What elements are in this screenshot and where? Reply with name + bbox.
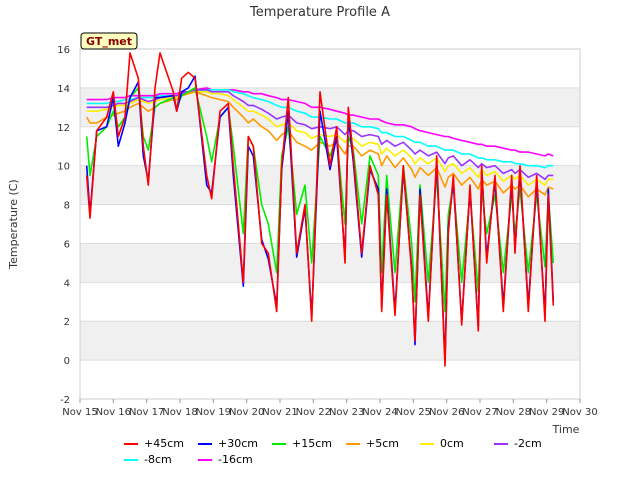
legend-label: +30cm bbox=[218, 437, 258, 450]
x-tick-label: Nov 20 bbox=[229, 407, 264, 418]
y-tick-label: 10 bbox=[57, 162, 70, 173]
y-tick-label: 6 bbox=[64, 239, 70, 250]
x-tick-label: Nov 26 bbox=[429, 407, 464, 418]
x-tick-label: Nov 27 bbox=[462, 407, 497, 418]
x-tick-label: Nov 30 bbox=[562, 407, 597, 418]
x-tick-label: Nov 29 bbox=[529, 407, 564, 418]
gt-met-badge: GT_met bbox=[80, 32, 138, 50]
series-line-0cm bbox=[86, 91, 554, 186]
background-band bbox=[80, 49, 580, 88]
chart-title: Temperature Profile A bbox=[249, 5, 390, 20]
legend-swatch bbox=[494, 443, 508, 445]
x-tick-label: Nov 24 bbox=[362, 407, 397, 418]
background-band bbox=[80, 282, 580, 322]
legend-label: -2cm bbox=[514, 437, 542, 450]
plot-area bbox=[79, 48, 581, 400]
legend: +45cm +30cm +15cm +5cm 0cm -2cm -8cm -16cm bbox=[118, 436, 542, 472]
background-bands bbox=[80, 49, 580, 399]
x-tick-label: Nov 19 bbox=[196, 407, 231, 418]
legend-swatch bbox=[420, 443, 434, 445]
x-tick-label: Nov 21 bbox=[262, 407, 297, 418]
background-band bbox=[80, 204, 580, 244]
x-tick-label: Nov 17 bbox=[129, 407, 164, 418]
background-band bbox=[80, 321, 580, 361]
background-band bbox=[80, 243, 580, 283]
legend-label: +45cm bbox=[144, 437, 184, 450]
x-tick-label: Nov 15 bbox=[62, 407, 97, 418]
legend-swatch bbox=[198, 459, 212, 461]
background-band bbox=[80, 165, 580, 205]
y-tick-label: 12 bbox=[57, 123, 70, 134]
y-tick-label: -2 bbox=[60, 395, 70, 406]
legend-label: 0cm bbox=[440, 437, 464, 450]
y-tick-label: 0 bbox=[64, 356, 70, 367]
x-tick-label: Nov 16 bbox=[96, 407, 131, 418]
gt-met-label: GT_met bbox=[86, 35, 132, 48]
series-line-8cm bbox=[86, 89, 554, 169]
y-tick-label: 2 bbox=[64, 317, 70, 328]
y-tick-label: 14 bbox=[57, 84, 70, 95]
legend-swatch bbox=[198, 443, 212, 445]
series-line-16cm bbox=[86, 87, 554, 157]
x-tick-label: Nov 28 bbox=[496, 407, 531, 418]
legend-swatch bbox=[346, 443, 360, 445]
x-tick-label: Nov 18 bbox=[162, 407, 197, 418]
legend-label: +5cm bbox=[366, 437, 399, 450]
legend-swatch bbox=[272, 443, 286, 445]
legend-swatch bbox=[124, 443, 138, 445]
x-tick-label: Nov 25 bbox=[396, 407, 431, 418]
x-axis-label: Time bbox=[552, 423, 580, 436]
x-tick-label: Nov 22 bbox=[296, 407, 331, 418]
y-axis-label: Temperature (C) bbox=[7, 179, 20, 269]
legend-label: -16cm bbox=[218, 453, 253, 466]
y-axis-ticks: -2 0 2 4 6 8 10 12 14 16 bbox=[57, 45, 70, 406]
background-band bbox=[80, 360, 580, 399]
series-line-45cm bbox=[85, 52, 555, 367]
y-tick-label: 4 bbox=[64, 278, 70, 289]
legend-swatch bbox=[124, 459, 138, 461]
y-tick-label: 16 bbox=[57, 45, 70, 56]
legend-label: +15cm bbox=[292, 437, 332, 450]
y-tick-label: 8 bbox=[64, 201, 70, 212]
legend-label: -8cm bbox=[144, 453, 172, 466]
series-lines bbox=[85, 52, 555, 367]
x-tick-label: Nov 23 bbox=[329, 407, 364, 418]
